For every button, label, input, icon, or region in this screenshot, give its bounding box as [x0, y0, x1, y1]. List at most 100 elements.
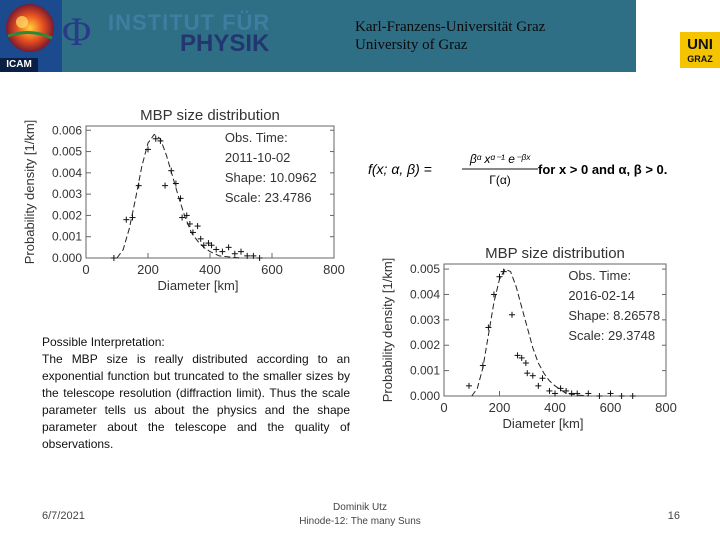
y-tick-label: 0.004 — [410, 287, 440, 301]
data-point — [535, 382, 542, 389]
footer-event: Hinode-12: The many Suns — [299, 516, 421, 527]
chart-size-distribution-2011: MBP size distribution Diameter [km] Probab… — [22, 107, 345, 293]
data-point — [256, 255, 263, 261]
slide-header: ICAM Φ INSTITUT FÜR PHYSIK Karl-Franzens… — [0, 0, 720, 72]
legend-entry: Obs. Time: — [225, 130, 288, 145]
data-point — [200, 242, 207, 249]
chart-title: MBP size distribution — [140, 107, 280, 124]
x-axis-label: Diameter [km] — [503, 416, 584, 431]
data-point — [539, 375, 546, 382]
footer-date: 6/7/2021 — [42, 510, 85, 522]
uni-logo-area: UNI GRAZ — [636, 0, 720, 72]
footer-author-name: Dominik Utz — [333, 502, 387, 513]
legend-entry: Obs. Time: — [568, 268, 631, 283]
y-tick-label: 0.005 — [52, 145, 82, 159]
x-tick-label: 600 — [261, 262, 283, 277]
footer-page-number: 16 — [667, 510, 680, 522]
data-point — [129, 214, 136, 221]
y-tick-label: 0.006 — [52, 123, 82, 137]
data-point — [197, 235, 204, 242]
data-point — [208, 242, 215, 249]
university-line1: Karl-Franzens-Universität Graz — [355, 19, 546, 35]
uni-graz-logo: UNI GRAZ — [680, 32, 720, 68]
data-point — [238, 248, 244, 255]
university-title: Karl-Franzens-Universität Graz Universit… — [355, 18, 545, 54]
x-axis-label: Diameter [km] — [158, 278, 239, 293]
y-axis-label: Probability density [1/km] — [380, 258, 395, 403]
x-tick-label: 200 — [489, 400, 511, 415]
data-point — [514, 352, 521, 359]
data-point — [607, 390, 614, 397]
institute-line2: PHYSIK — [180, 30, 270, 57]
chart-size-distribution-2016: MBP size distribution Diameter [km] Probab… — [380, 245, 677, 431]
phi-symbol: Φ — [62, 9, 92, 54]
data-point — [225, 244, 232, 251]
institute-line1: INSTITUT FÜR — [108, 10, 271, 35]
data-point — [465, 382, 472, 389]
interpretation-body: The MBP size is really distributed accor… — [42, 352, 350, 451]
legend-entry: Shape: 8.26578 — [568, 308, 660, 323]
data-point — [490, 291, 497, 298]
legend-entry: Shape: 10.0962 — [225, 170, 317, 185]
data-point — [194, 223, 201, 230]
institute-logo: Φ INSTITUT FÜR PHYSIK — [62, 0, 282, 72]
uni-logo-line1: UNI — [687, 36, 713, 53]
data-point — [629, 393, 636, 399]
data-point — [500, 268, 507, 275]
uni-logo-line2: GRAZ — [687, 54, 713, 64]
formula-lhs: f(x; α, β) = — [368, 161, 432, 177]
data-point — [596, 393, 603, 399]
x-tick-label: 400 — [199, 262, 221, 277]
data-point — [157, 137, 164, 144]
data-point — [563, 387, 570, 394]
data-point — [552, 390, 558, 397]
data-point — [123, 216, 130, 223]
y-tick-label: 0.000 — [410, 389, 440, 403]
y-tick-label: 0.002 — [410, 338, 440, 352]
y-tick-label: 0.002 — [52, 208, 82, 222]
x-tick-label: 600 — [600, 400, 622, 415]
data-point — [213, 246, 220, 253]
data-point — [110, 255, 117, 261]
y-tick-label: 0.003 — [410, 313, 440, 327]
chart-title: MBP size distribution — [485, 245, 625, 262]
x-tick-label: 200 — [137, 262, 159, 277]
data-point — [183, 212, 190, 219]
data-point — [244, 252, 251, 259]
icam-label: ICAM — [0, 58, 38, 72]
data-point — [524, 370, 531, 377]
x-tick-label: 800 — [323, 262, 345, 277]
data-point — [508, 311, 515, 318]
data-point — [546, 387, 553, 394]
data-point — [231, 250, 238, 257]
interpretation-text: Possible Interpretation: The MBP size is… — [42, 334, 350, 453]
footer-author: Dominik Utz Hinode-12: The many Suns — [280, 501, 440, 529]
x-tick-label: 400 — [544, 400, 566, 415]
gamma-distribution-formula: f(x; α, β) = βᵅ xᵅ⁻¹ e⁻ᵝˣ Γ(α) for x > 0… — [368, 152, 667, 187]
data-point — [485, 324, 492, 331]
university-line2: University of Graz — [355, 37, 468, 53]
sun-globe-icon — [0, 0, 62, 60]
data-point — [162, 182, 169, 189]
formula-denominator: Γ(α) — [489, 173, 511, 187]
x-tick-label: 800 — [655, 400, 677, 415]
y-tick-label: 0.004 — [52, 166, 82, 180]
legend-entry: 2016-02-14 — [568, 288, 635, 303]
y-tick-label: 0.005 — [410, 262, 440, 276]
data-point — [145, 146, 151, 153]
data-point — [205, 240, 212, 247]
y-tick-label: 0.001 — [410, 364, 440, 378]
legend-entry: Scale: 29.3748 — [568, 328, 655, 343]
data-point — [496, 273, 503, 280]
data-point — [618, 393, 625, 399]
data-point — [219, 248, 226, 255]
data-point — [135, 182, 142, 189]
data-point — [189, 229, 196, 236]
data-point — [522, 360, 529, 366]
x-tick-label: 0 — [440, 400, 447, 415]
formula-numerator: βᵅ xᵅ⁻¹ e⁻ᵝˣ — [469, 152, 531, 166]
y-tick-label: 0.000 — [52, 251, 82, 265]
icam-logo: ICAM — [0, 0, 62, 72]
data-point — [186, 220, 193, 227]
data-point — [168, 167, 175, 174]
